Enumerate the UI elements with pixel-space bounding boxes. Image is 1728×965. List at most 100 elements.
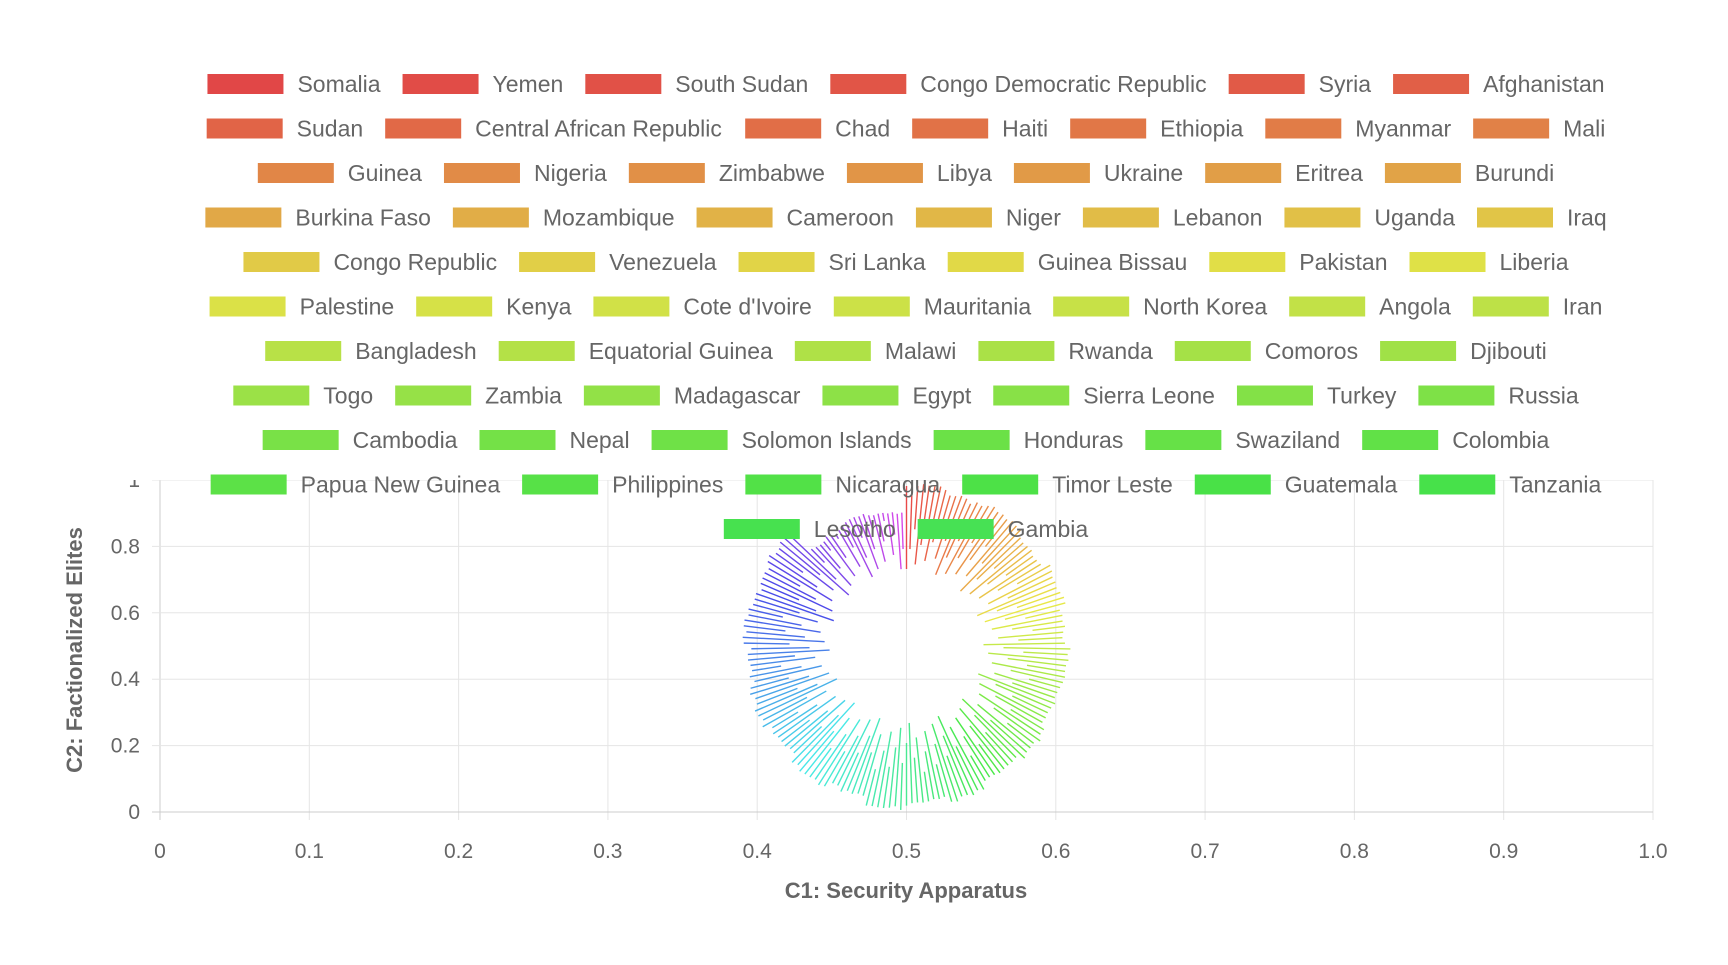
legend-swatch [738, 252, 815, 272]
radial-segment [778, 547, 834, 591]
radial-segment [779, 541, 821, 576]
legend-item[interactable]: Congo Democratic Republic [830, 71, 1207, 97]
legend-item[interactable]: Niger [915, 205, 1061, 231]
legend-swatch [794, 341, 871, 361]
legend-item[interactable]: Lebanon [1082, 205, 1263, 231]
legend-item[interactable]: Eritrea [1205, 160, 1363, 186]
radial-segment [969, 545, 1028, 595]
legend-item[interactable]: Honduras [933, 427, 1124, 453]
legend-label: Kenya [506, 294, 571, 320]
legend-item[interactable]: Libya [846, 160, 992, 186]
legend-item[interactable]: Iraq [1477, 205, 1607, 231]
legend-item[interactable]: Kenya [416, 294, 572, 320]
legend-item[interactable]: Guinea [257, 160, 422, 186]
legend-label: Sierra Leone [1083, 383, 1215, 409]
radial-segment [923, 771, 930, 802]
legend-item[interactable]: South Sudan [585, 71, 808, 97]
legend-swatch [1380, 341, 1457, 361]
radial-segment [1006, 722, 1035, 744]
legend-item[interactable]: Mauritania [833, 294, 1032, 320]
legend-item[interactable]: Djibouti [1380, 338, 1547, 364]
legend-swatch [1013, 163, 1090, 183]
legend-item[interactable]: Cameroon [696, 205, 894, 231]
legend-item[interactable]: Sudan [206, 116, 364, 142]
legend-label: Solomon Islands [742, 427, 912, 453]
legend-item[interactable]: Equatorial Guinea [498, 338, 773, 364]
radial-segment [979, 682, 1046, 719]
legend-item[interactable]: Syria [1228, 71, 1372, 97]
legend-item[interactable]: Lesotho [723, 516, 896, 542]
radial-segment [743, 625, 786, 632]
legend-item[interactable]: Madagascar [583, 383, 801, 409]
legend-label: Ethiopia [1160, 116, 1243, 142]
legend-item[interactable]: Tanzania [1419, 472, 1602, 498]
legend-item[interactable]: Mozambique [452, 205, 675, 231]
legend-label: Papua New Guinea [301, 472, 501, 498]
legend-item[interactable]: Cambodia [262, 427, 458, 453]
legend-item[interactable]: Nepal [479, 427, 630, 453]
legend-item[interactable]: Philippines [522, 472, 723, 498]
legend-item[interactable]: Haiti [912, 116, 1048, 142]
legend-item[interactable]: Timor Leste [962, 472, 1173, 498]
legend-item[interactable]: Somalia [207, 71, 381, 97]
legend-item[interactable]: Palestine [209, 294, 395, 320]
legend-item[interactable]: Sierra Leone [993, 383, 1215, 409]
legend-item[interactable]: Pakistan [1209, 249, 1388, 275]
legend-item[interactable]: Uganda [1284, 205, 1455, 231]
legend-item[interactable]: Guatemala [1194, 472, 1398, 498]
legend-label: Togo [323, 383, 373, 409]
legend-item[interactable]: Guinea Bissau [947, 249, 1188, 275]
x-tick-label: 0.9 [1489, 840, 1518, 863]
legend-item[interactable]: Ukraine [1013, 160, 1183, 186]
legend-item[interactable]: Togo [233, 383, 373, 409]
radial-segment [981, 525, 1017, 564]
legend-item[interactable]: Swaziland [1145, 427, 1340, 453]
legend-item[interactable]: Malawi [794, 338, 957, 364]
legend-item[interactable]: Comoros [1174, 338, 1358, 364]
legend-item[interactable]: Yemen [402, 71, 564, 97]
legend-item[interactable]: Russia [1418, 383, 1579, 409]
legend-item[interactable]: Rwanda [978, 338, 1153, 364]
radial-segment [924, 730, 941, 800]
legend-item[interactable]: Mali [1473, 116, 1605, 142]
radial-segment [797, 702, 856, 766]
radial-segment [991, 614, 1063, 630]
legend-item[interactable]: Zimbabwe [628, 160, 825, 186]
legend-item[interactable]: Congo Republic [243, 249, 497, 275]
legend-item[interactable]: Iran [1472, 294, 1603, 320]
legend: Somalia Yemen South Sudan Congo Democratic … [205, 71, 1607, 542]
legend-item[interactable]: Burkina Faso [205, 205, 431, 231]
legend-item[interactable]: Egypt [822, 383, 972, 409]
legend-item[interactable]: Bangladesh [265, 338, 477, 364]
legend-item[interactable]: Zambia [395, 383, 562, 409]
legend-item[interactable]: Venezuela [519, 249, 717, 275]
radial-segment [872, 515, 886, 562]
legend-item[interactable]: Afghanistan [1393, 71, 1605, 97]
radial-segment [959, 529, 1022, 592]
radial-segment [789, 699, 846, 750]
radial-segment [848, 518, 868, 558]
legend-item[interactable]: Ethiopia [1070, 116, 1244, 142]
legend-item[interactable]: Central African Republic [385, 116, 722, 142]
legend-item[interactable]: Myanmar [1265, 116, 1451, 142]
legend-swatch [522, 474, 599, 495]
legend-item[interactable]: Sri Lanka [738, 249, 926, 275]
legend-label: Chad [835, 116, 890, 142]
radial-segment [772, 704, 818, 735]
legend-item[interactable]: Colombia [1362, 427, 1550, 453]
legend-item[interactable]: Solomon Islands [651, 427, 912, 453]
legend-item[interactable]: Cote d'Ivoire [593, 294, 812, 320]
legend-item[interactable]: Nicaragua [745, 472, 940, 498]
legend-item[interactable]: Nigeria [443, 160, 607, 186]
radial-segment [748, 614, 802, 627]
legend-item[interactable]: Liberia [1409, 249, 1569, 275]
radial-segment [934, 743, 953, 802]
legend-item[interactable]: Gambia [917, 516, 1089, 542]
legend-item[interactable]: North Korea [1053, 294, 1267, 320]
radial-segment [977, 703, 1031, 749]
legend-item[interactable]: Chad [745, 116, 890, 142]
legend-item[interactable]: Burundi [1384, 160, 1554, 186]
legend-item[interactable]: Papua New Guinea [210, 472, 501, 498]
legend-item[interactable]: Angola [1289, 294, 1451, 320]
legend-item[interactable]: Turkey [1236, 383, 1397, 409]
